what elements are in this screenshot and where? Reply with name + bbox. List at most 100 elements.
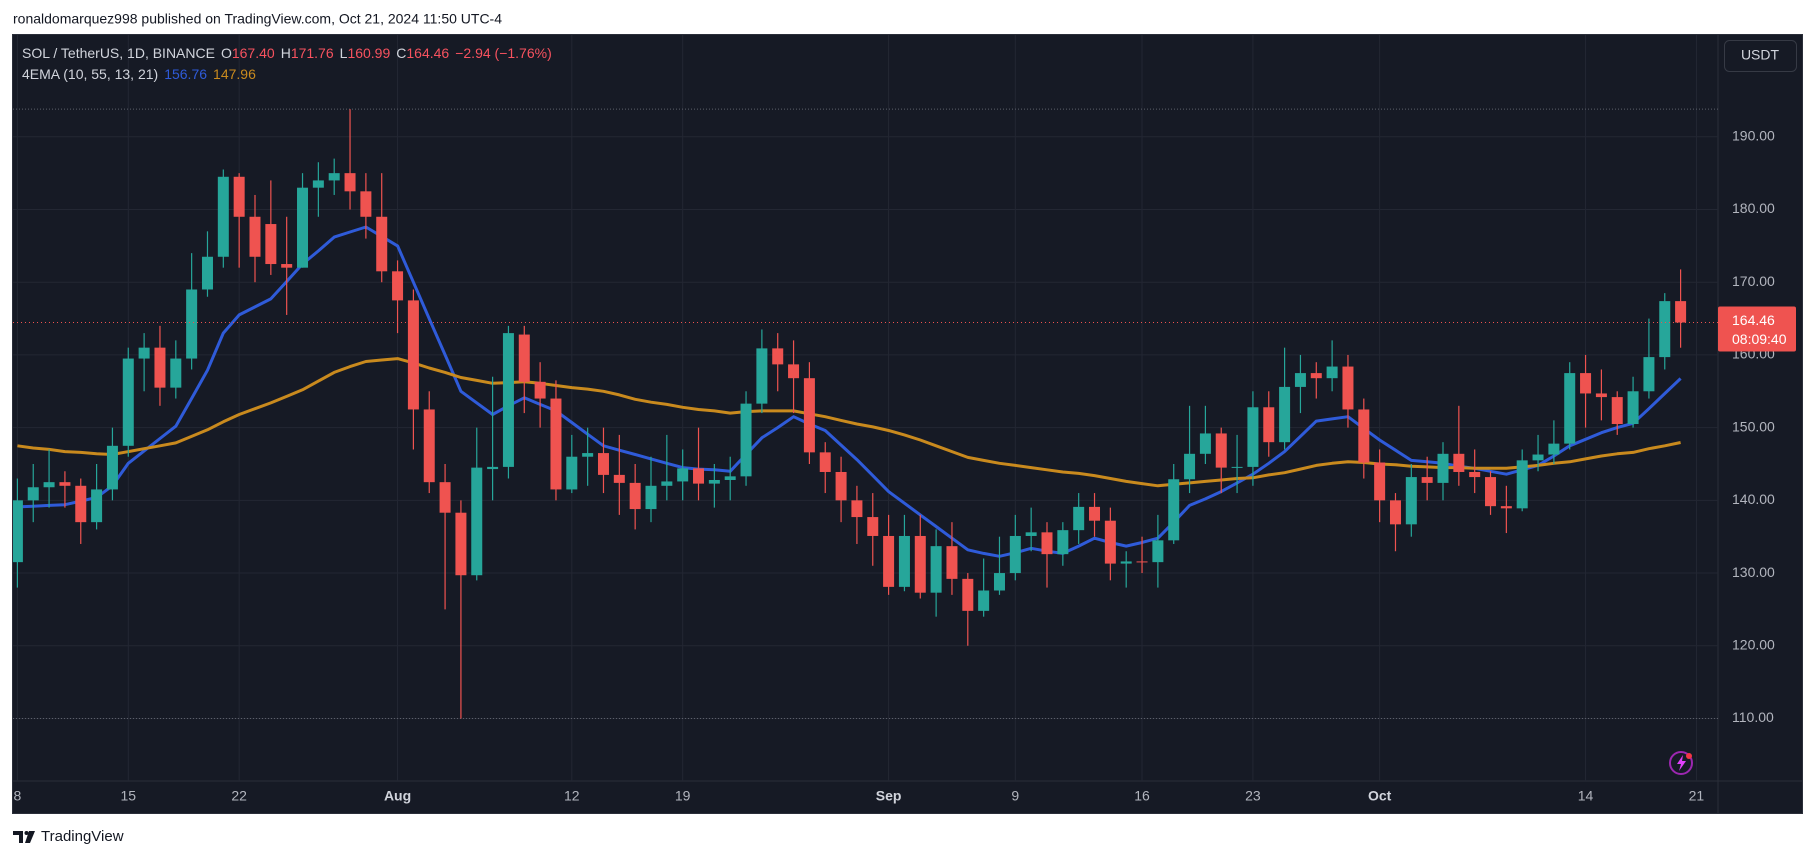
alert-icon-bolt[interactable] [1677, 755, 1686, 771]
chart-panel [12, 34, 1803, 814]
candle-body [1421, 477, 1433, 483]
candle-body [297, 187, 309, 268]
publisher-line: ronaldomarquez998 published on TradingVi… [13, 11, 502, 27]
candle-body [613, 474, 625, 483]
candle-body [1184, 453, 1196, 480]
candle-body [312, 180, 324, 188]
candle-body [439, 482, 451, 513]
candle-body [407, 300, 419, 410]
ohlc-item: O167.40 [221, 45, 275, 61]
candle-body [59, 482, 71, 486]
candle-body [1041, 532, 1053, 555]
candle-body [629, 482, 641, 510]
x-tick-label: Aug [384, 788, 411, 804]
ohlc-key: L [339, 45, 348, 61]
candle-body [1548, 443, 1560, 455]
alert-icon-ring[interactable] [1669, 751, 1693, 775]
alert-icon-dot[interactable] [1686, 753, 1692, 759]
y-tick-label: 190.00 [1732, 127, 1775, 143]
x-tick-label: 23 [1245, 788, 1261, 804]
candle-body [423, 409, 435, 483]
candle-body [993, 573, 1005, 591]
currency-button[interactable] [1724, 40, 1797, 72]
candle-body [1136, 561, 1148, 563]
candle-body [75, 485, 87, 523]
candle-body [1120, 561, 1132, 564]
ohlc-item: L160.99 [340, 45, 391, 61]
logo-dot [24, 831, 29, 835]
candle-body [1580, 373, 1592, 394]
candle-body [1469, 471, 1481, 478]
ohlc-key: H [280, 45, 291, 61]
logo-mark [13, 831, 23, 843]
y-tick-label: 180.00 [1732, 200, 1775, 216]
candle-body [1089, 506, 1101, 521]
candle-body [1152, 540, 1164, 563]
candle-body [803, 378, 815, 453]
candle-body [851, 500, 863, 518]
candle-body [1231, 466, 1243, 468]
ohlc-value: 160.99 [347, 45, 391, 61]
candle-body [138, 347, 150, 359]
ema-line [17, 225, 1682, 558]
ohlc-item: H171.76 [281, 45, 334, 61]
axes: 110.00120.00130.00140.00150.00160.00170.… [14, 127, 1796, 804]
candle-body [122, 358, 134, 446]
candle-body [471, 467, 483, 576]
y-tick-label: 150.00 [1732, 418, 1775, 434]
change: −2.94 (−1.76%) [455, 45, 552, 61]
candle-body [677, 468, 689, 482]
ohlc-key: O [220, 45, 232, 61]
grid [13, 35, 1718, 781]
candle-body [1247, 407, 1259, 467]
candle-body [487, 466, 499, 470]
ohlc-value: 171.76 [290, 45, 334, 61]
x-tick-label: 16 [1134, 788, 1150, 804]
candle-body [1057, 530, 1069, 555]
symbol-legend: SOL / TetherUS, 1D, BINANCE O167.40 H171.… [22, 45, 552, 61]
candle-body [233, 176, 245, 217]
candle-body [708, 479, 720, 484]
x-tick-label: 9 [1011, 788, 1019, 804]
candle-body [360, 191, 372, 217]
x-tick-label: 15 [120, 788, 136, 804]
candle-body [661, 481, 673, 486]
candle-body [281, 264, 293, 268]
candle-body [740, 403, 752, 477]
y-tick-label: 170.00 [1732, 273, 1775, 289]
candle-body [1437, 453, 1449, 483]
candle-body [1659, 301, 1671, 358]
candle-body [1168, 479, 1180, 541]
candle-body [835, 471, 847, 501]
ohlc-legend: O167.40 H171.76 L160.99 C164.46 [221, 45, 449, 61]
candle-body [217, 176, 229, 257]
candle-body [13, 500, 23, 563]
candle-body [1564, 373, 1576, 444]
candle-body [962, 578, 974, 611]
candle-body [930, 546, 942, 593]
candle-body [724, 476, 736, 480]
candle-body [1611, 397, 1623, 424]
logo-mark [25, 831, 35, 843]
alert-icon[interactable] [1669, 751, 1693, 775]
candle-body [249, 216, 261, 257]
currency-label[interactable]: USDT [1741, 47, 1780, 63]
candle-body [1389, 500, 1401, 525]
x-tick-label: Oct [1368, 788, 1392, 804]
x-tick-label: Sep [876, 788, 902, 804]
candle-body [1485, 477, 1497, 507]
candle-body [502, 333, 514, 467]
candle-body [518, 334, 530, 382]
candle-body [1532, 454, 1544, 461]
candle-body [1279, 386, 1291, 443]
y-tick-label: 140.00 [1732, 491, 1775, 507]
candle-body [1643, 357, 1655, 392]
candle-body [1405, 477, 1417, 525]
x-tick-label: 12 [564, 788, 580, 804]
candle-body [1342, 366, 1354, 410]
indicator-value: 147.96 [213, 66, 256, 82]
candle-body [43, 482, 55, 488]
candle-body [1009, 535, 1021, 574]
candle-body [1595, 393, 1607, 398]
